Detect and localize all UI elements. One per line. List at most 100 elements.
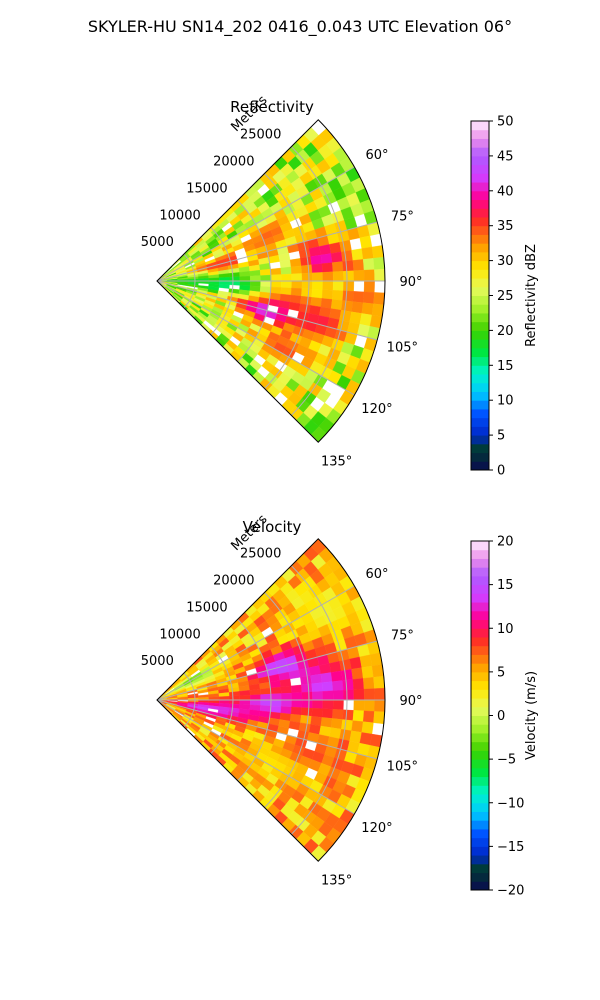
colorbar-segment — [471, 645, 489, 655]
colorbar-segment — [471, 321, 489, 331]
colorbar-tick-label: 5 — [497, 665, 505, 680]
colorbar-segment — [471, 750, 489, 760]
colorbar-segment — [471, 636, 489, 647]
radar-gate — [342, 709, 354, 721]
radar-gate — [311, 263, 323, 274]
azimuth-spoke — [156, 640, 378, 701]
radar-gate — [352, 291, 365, 303]
colorbar-segment — [471, 785, 489, 795]
colorbar-segment — [471, 794, 489, 804]
colorbar-tick-label: −5 — [497, 753, 516, 768]
velocity-outline — [156, 538, 386, 862]
radar-gate — [322, 690, 334, 701]
colorbar-segment — [471, 129, 489, 139]
radar-gate — [362, 291, 375, 304]
radar-gate — [290, 287, 303, 297]
colorbar-segment — [471, 374, 489, 384]
radar-gate — [280, 266, 292, 275]
radar-gate — [229, 699, 241, 705]
velocity-title: Velocity — [243, 518, 302, 536]
radar-gate — [359, 313, 373, 327]
colorbar-segment — [471, 872, 489, 882]
colorbar-segment — [471, 286, 489, 296]
colorbar-tick-label: 45 — [497, 149, 514, 164]
radar-gate — [312, 691, 323, 701]
azimuth-spoke — [156, 699, 378, 760]
radar-gate — [371, 303, 384, 317]
radar-gate — [270, 267, 282, 276]
velocity-colorbar: −20 −15 −10 −5 0 5 10 15 20 Velocity (m/s) — [470, 535, 539, 899]
radar-gate — [218, 277, 230, 282]
radar-gate — [332, 699, 344, 710]
azimuth-tick-label: 75° — [391, 209, 414, 224]
colorbar-segment — [471, 155, 489, 166]
radar-gate — [362, 677, 375, 690]
radar-gate — [371, 664, 384, 678]
colorbar-segment — [471, 216, 489, 227]
radar-gate — [343, 689, 355, 701]
radar-gate — [330, 299, 343, 311]
radar-gate — [351, 248, 364, 261]
radar-gate — [359, 235, 373, 249]
azimuth-spoke — [156, 585, 355, 701]
colorbar-segment — [471, 173, 489, 183]
colorbar-segment — [471, 593, 489, 603]
colorbar-tick-label: 0 — [497, 464, 505, 479]
colorbar-segment — [471, 304, 489, 314]
range-tick-label: 10000 — [159, 627, 200, 642]
colorbar-segment — [471, 347, 489, 358]
radar-gate — [361, 665, 374, 679]
azimuth-tick-label: 60° — [365, 567, 388, 582]
radar-gate — [268, 298, 281, 308]
colorbar-segment — [471, 312, 489, 323]
reflectivity-data-field — [156, 126, 386, 443]
azimuth-tick-label: 105° — [387, 760, 418, 775]
radar-gate — [352, 259, 365, 271]
colorbar-tick-label: 50 — [497, 115, 514, 130]
radar-gate — [229, 276, 241, 282]
radar-gate — [374, 268, 386, 282]
radar-gate — [310, 254, 323, 265]
radar-gate — [301, 699, 313, 709]
radar-gate — [301, 691, 313, 701]
colorbar-segment — [471, 295, 489, 305]
radar-gate — [341, 669, 353, 681]
radar-gate — [351, 667, 364, 680]
radar-gate — [363, 269, 375, 282]
colorbar-segment — [471, 365, 489, 375]
colorbar-segment — [471, 269, 489, 279]
radar-gate — [373, 711, 385, 724]
radar-gate — [312, 699, 323, 709]
radar-gate — [260, 280, 272, 288]
radar-gate — [270, 686, 282, 695]
radar-gate — [239, 275, 251, 282]
radar-gate — [291, 699, 303, 708]
radar-gate — [279, 259, 292, 269]
radar-gate — [361, 721, 374, 735]
azimuth-spoke — [156, 280, 378, 341]
range-tick-label: 15000 — [186, 181, 227, 196]
colorbar-segment — [471, 549, 489, 559]
colorbar-segment — [471, 330, 489, 340]
colorbar-segment — [471, 802, 489, 812]
radar-gate — [270, 699, 282, 707]
radar-gate — [351, 301, 364, 314]
colorbar-tick-label: 40 — [497, 184, 514, 199]
range-tick-label: 5000 — [141, 235, 174, 250]
radar-gate — [332, 261, 344, 272]
radar-gate — [322, 280, 334, 291]
radar-gate — [373, 292, 385, 305]
radar-gate — [311, 288, 323, 299]
radar-gate — [259, 687, 272, 695]
colorbar-segment — [471, 689, 489, 699]
azimuth-tick-label: 90° — [399, 694, 422, 709]
radar-gate — [291, 273, 303, 282]
radar-gate — [321, 262, 334, 273]
colorbar-segment — [471, 260, 489, 270]
colorbar-segment — [471, 855, 489, 865]
azimuth-spoke — [156, 699, 355, 815]
radar-gate — [301, 264, 313, 274]
colorbar-segment — [471, 121, 489, 131]
radar-gate — [260, 693, 272, 701]
